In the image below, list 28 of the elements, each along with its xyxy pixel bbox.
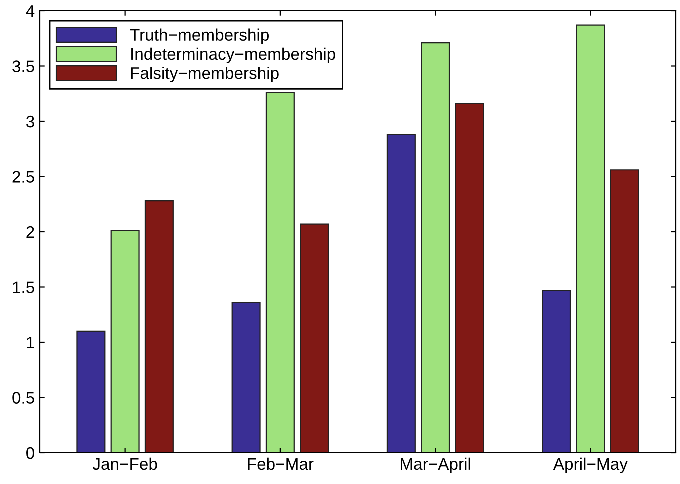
bar (232, 302, 261, 453)
bar (576, 24, 606, 453)
bar (421, 42, 450, 453)
y-tick-label: 2 (26, 226, 34, 238)
bar (610, 170, 640, 453)
bar (266, 92, 295, 453)
bar (386, 134, 416, 453)
x-tick-label: Mar−April (401, 458, 470, 474)
y-tick-label: 3 (26, 116, 34, 128)
bar (455, 103, 484, 453)
bar (144, 200, 174, 453)
y-tick-label: 3.5 (12, 60, 34, 72)
bar (110, 230, 140, 453)
legend-label: Falsity−membership (131, 67, 279, 83)
bar (76, 330, 106, 453)
x-tick-label: Jan−Feb (92, 458, 158, 470)
x-tick-label: Feb−Mar (248, 458, 314, 470)
legend-label: Truth−membership (130, 28, 270, 44)
y-tick-label: 2.5 (12, 171, 34, 183)
y-tick-label: 4 (26, 6, 35, 18)
y-tick-label: 0.5 (12, 392, 34, 404)
x-tick-label: April−May (553, 458, 628, 474)
bar (300, 224, 330, 453)
y-tick-label: 1 (27, 337, 34, 349)
y-tick-label: 0 (26, 447, 34, 460)
y-tick-label: 1.5 (13, 282, 34, 294)
legend-label: Indeterminacy−membership (132, 48, 336, 64)
bar (542, 290, 572, 453)
